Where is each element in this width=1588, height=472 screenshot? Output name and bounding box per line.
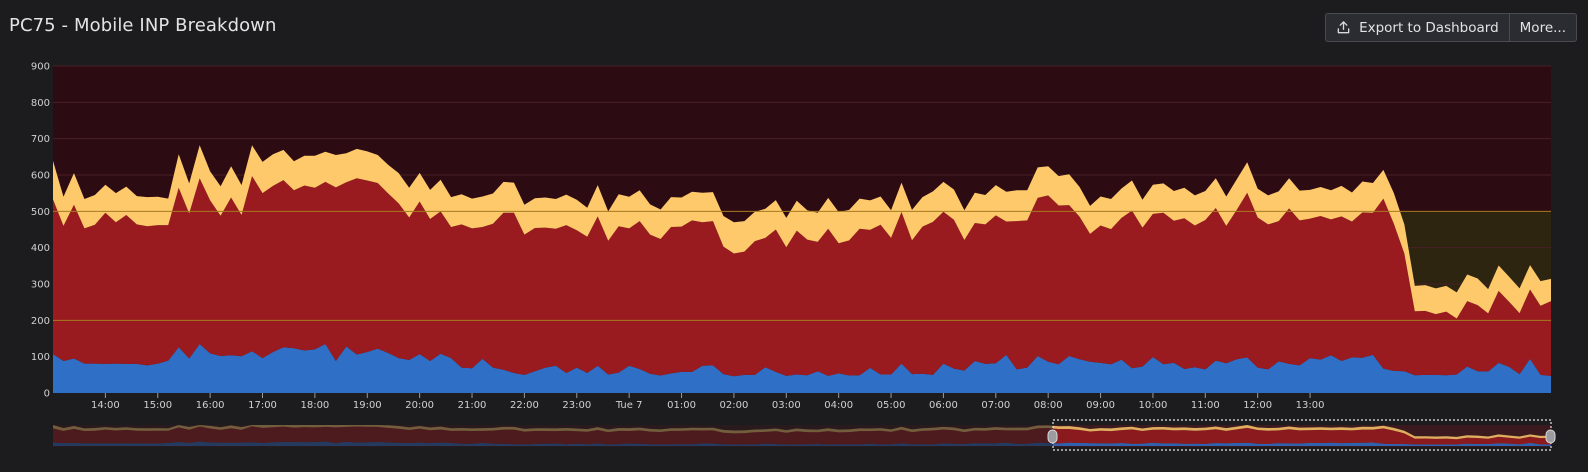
x-tick-label: 18:00	[300, 400, 329, 411]
x-tick-label: 01:00	[667, 400, 696, 411]
x-tick-label: 11:00	[1191, 400, 1220, 411]
x-tick-label: Tue 7	[615, 400, 643, 411]
x-tick-label: 17:00	[248, 400, 277, 411]
x-tick-label: 09:00	[1086, 400, 1115, 411]
y-tick-label-600: 600	[31, 171, 50, 182]
x-tick-label: 12:00	[1243, 400, 1272, 411]
more-button[interactable]: More...	[1508, 14, 1576, 41]
y-tick-label-900: 900	[31, 62, 50, 73]
x-tick-label: 08:00	[1034, 400, 1063, 411]
export-to-dashboard-label: Export to Dashboard	[1359, 19, 1499, 36]
x-tick-label: 19:00	[353, 400, 382, 411]
x-tick-label: 03:00	[772, 400, 801, 411]
more-label: More...	[1519, 19, 1566, 36]
page-title: PC75 - Mobile INP Breakdown	[9, 15, 277, 36]
x-tick-label: 02:00	[719, 400, 748, 411]
x-axis-ticks: 14:00 15:00 16:00 17:00 18:00 19:00 20:00 21:00…	[91, 393, 1325, 411]
y-tick-label-0: 0	[44, 389, 50, 400]
y-tick-label-300: 300	[31, 280, 50, 291]
y-tick-label-200: 200	[31, 316, 50, 327]
y-tick-label-700: 700	[31, 134, 50, 145]
navigator-unselected-mask	[53, 425, 1053, 447]
y-tick-label-400: 400	[31, 243, 50, 254]
export-to-dashboard-button[interactable]: Export to Dashboard	[1326, 14, 1509, 41]
range-navigator	[53, 419, 1556, 451]
y-tick-label-800: 800	[31, 98, 50, 109]
x-tick-label: 21:00	[458, 400, 487, 411]
threshold-lines	[53, 210, 1551, 321]
x-tick-label: 07:00	[981, 400, 1010, 411]
x-tick-label: 10:00	[1139, 400, 1168, 411]
x-tick-label: 06:00	[929, 400, 958, 411]
y-axis-ticks: 0 100 200 300 400 500 600 700 800 900	[31, 62, 50, 400]
series-area-0	[53, 343, 1551, 393]
y-tick-label-100: 100	[31, 352, 50, 363]
upload-icon	[1337, 21, 1350, 34]
x-tick-label: 13:00	[1296, 400, 1325, 411]
navigator-handle-right[interactable]	[1545, 429, 1556, 444]
action-button-group: Export to Dashboard More...	[1325, 13, 1577, 42]
x-tick-label: 20:00	[405, 400, 434, 411]
x-tick-label: 05:00	[877, 400, 906, 411]
series-area-1	[53, 176, 1551, 377]
x-tick-label: 23:00	[562, 400, 591, 411]
x-tick-label: 22:00	[510, 400, 539, 411]
y-tick-label-500: 500	[31, 207, 50, 218]
x-tick-label: 14:00	[91, 400, 120, 411]
series-area-2	[53, 145, 1551, 319]
x-tick-label: 04:00	[824, 400, 853, 411]
stacked-areas	[53, 145, 1551, 393]
x-tick-label: 15:00	[143, 400, 172, 411]
x-tick-label: 16:00	[196, 400, 225, 411]
navigator-handle-left[interactable]	[1047, 429, 1058, 444]
